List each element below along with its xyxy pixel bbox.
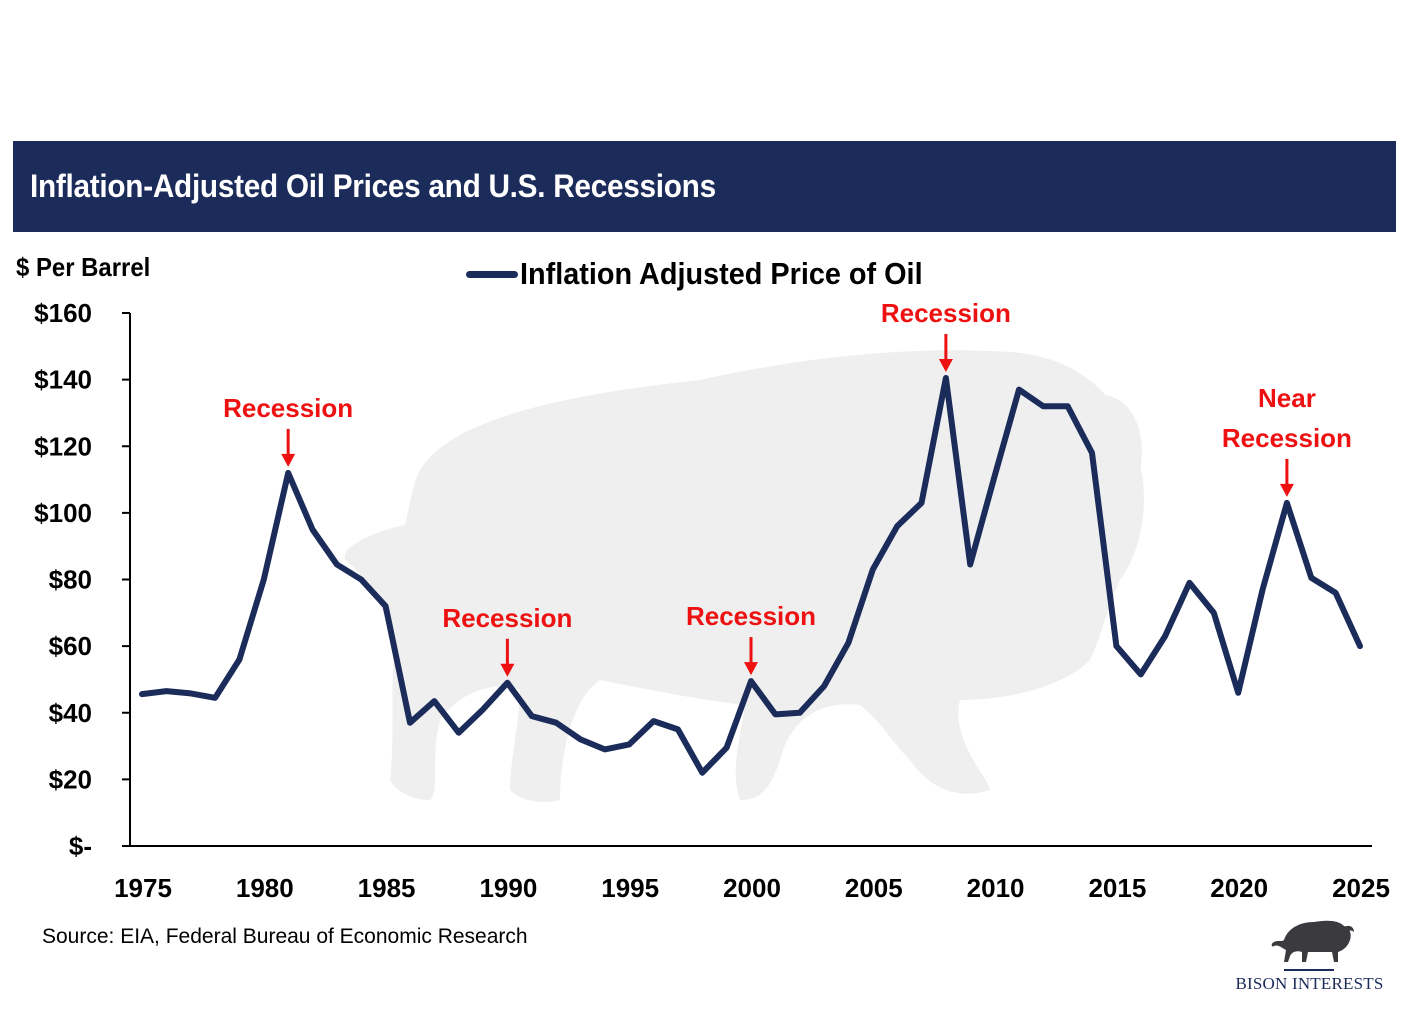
y-tick-label: $80 [49, 565, 92, 595]
title-banner: Inflation-Adjusted Oil Prices and U.S. R… [13, 141, 1396, 232]
annotation-arrow-head [500, 663, 515, 677]
bison-watermark [344, 350, 1144, 802]
company-logo: BISON INTERESTS [1222, 910, 1397, 1000]
x-tick-label: 2025 [1332, 873, 1390, 903]
legend: Inflation Adjusted Price of Oil [466, 256, 953, 292]
annotation-arrow-head [744, 662, 758, 676]
x-tick-label: 2010 [967, 873, 1025, 903]
source-note: Source: EIA, Federal Bureau of Economic … [42, 925, 528, 948]
y-tick-label: $60 [49, 631, 92, 661]
annotation-label: Recession [881, 298, 1011, 328]
y-axis-label: $ Per Barrel [16, 252, 151, 282]
x-tick-label: 1990 [479, 873, 537, 903]
y-tick-label: $- [69, 831, 92, 861]
chart-title: Inflation-Adjusted Oil Prices and U.S. R… [30, 168, 716, 204]
recession-annotation: Recession [686, 601, 816, 676]
recession-annotation: Near Recession [1222, 383, 1352, 497]
annotation-arrow-head [938, 358, 953, 372]
x-tick-label: 1980 [236, 873, 294, 903]
annotation-label: Near [1258, 383, 1316, 413]
y-tick-label: $40 [49, 698, 92, 728]
annotation-arrow-head [281, 453, 296, 467]
legend-label: Inflation Adjusted Price of Oil [520, 256, 923, 291]
x-tick-label: 2015 [1088, 873, 1146, 903]
annotation-label: Recession [1222, 423, 1352, 453]
annotation-label: Recession [686, 601, 816, 631]
x-tick-label: 1985 [358, 873, 416, 903]
logo-divider [1284, 969, 1334, 971]
series-layer [139, 375, 1363, 776]
annotation-label: Recession [223, 393, 353, 423]
legend-swatch [466, 270, 518, 278]
annotation-arrow-head [1279, 483, 1294, 497]
recession-annotation: Recession [881, 298, 1011, 372]
recession-annotation: Recession [442, 603, 572, 677]
y-tick-label: $160 [34, 298, 92, 328]
x-tick-label: 1975 [114, 873, 172, 903]
logo-text: BISON INTERESTS [1235, 974, 1384, 993]
bison-icon [1271, 920, 1354, 962]
y-tick-label: $100 [34, 498, 92, 528]
x-axis-ticks: 1975 1980 1985 1990 1995 2000 2005 2010 2015 2020… [114, 873, 1390, 903]
x-tick-label: 1995 [601, 873, 659, 903]
y-tick-label: $140 [34, 365, 92, 395]
x-tick-label: 2000 [723, 873, 781, 903]
y-tick-label: $120 [34, 431, 92, 461]
x-tick-label: 2005 [845, 873, 903, 903]
y-tick-label: $20 [49, 764, 92, 794]
y-axis-ticks: $- $20 $40 $60 $80 $100 $120 $140 $160 [34, 298, 130, 861]
annotation-label: Recession [442, 603, 572, 633]
x-tick-label: 2020 [1210, 873, 1268, 903]
recession-annotation: Recession [223, 393, 353, 467]
